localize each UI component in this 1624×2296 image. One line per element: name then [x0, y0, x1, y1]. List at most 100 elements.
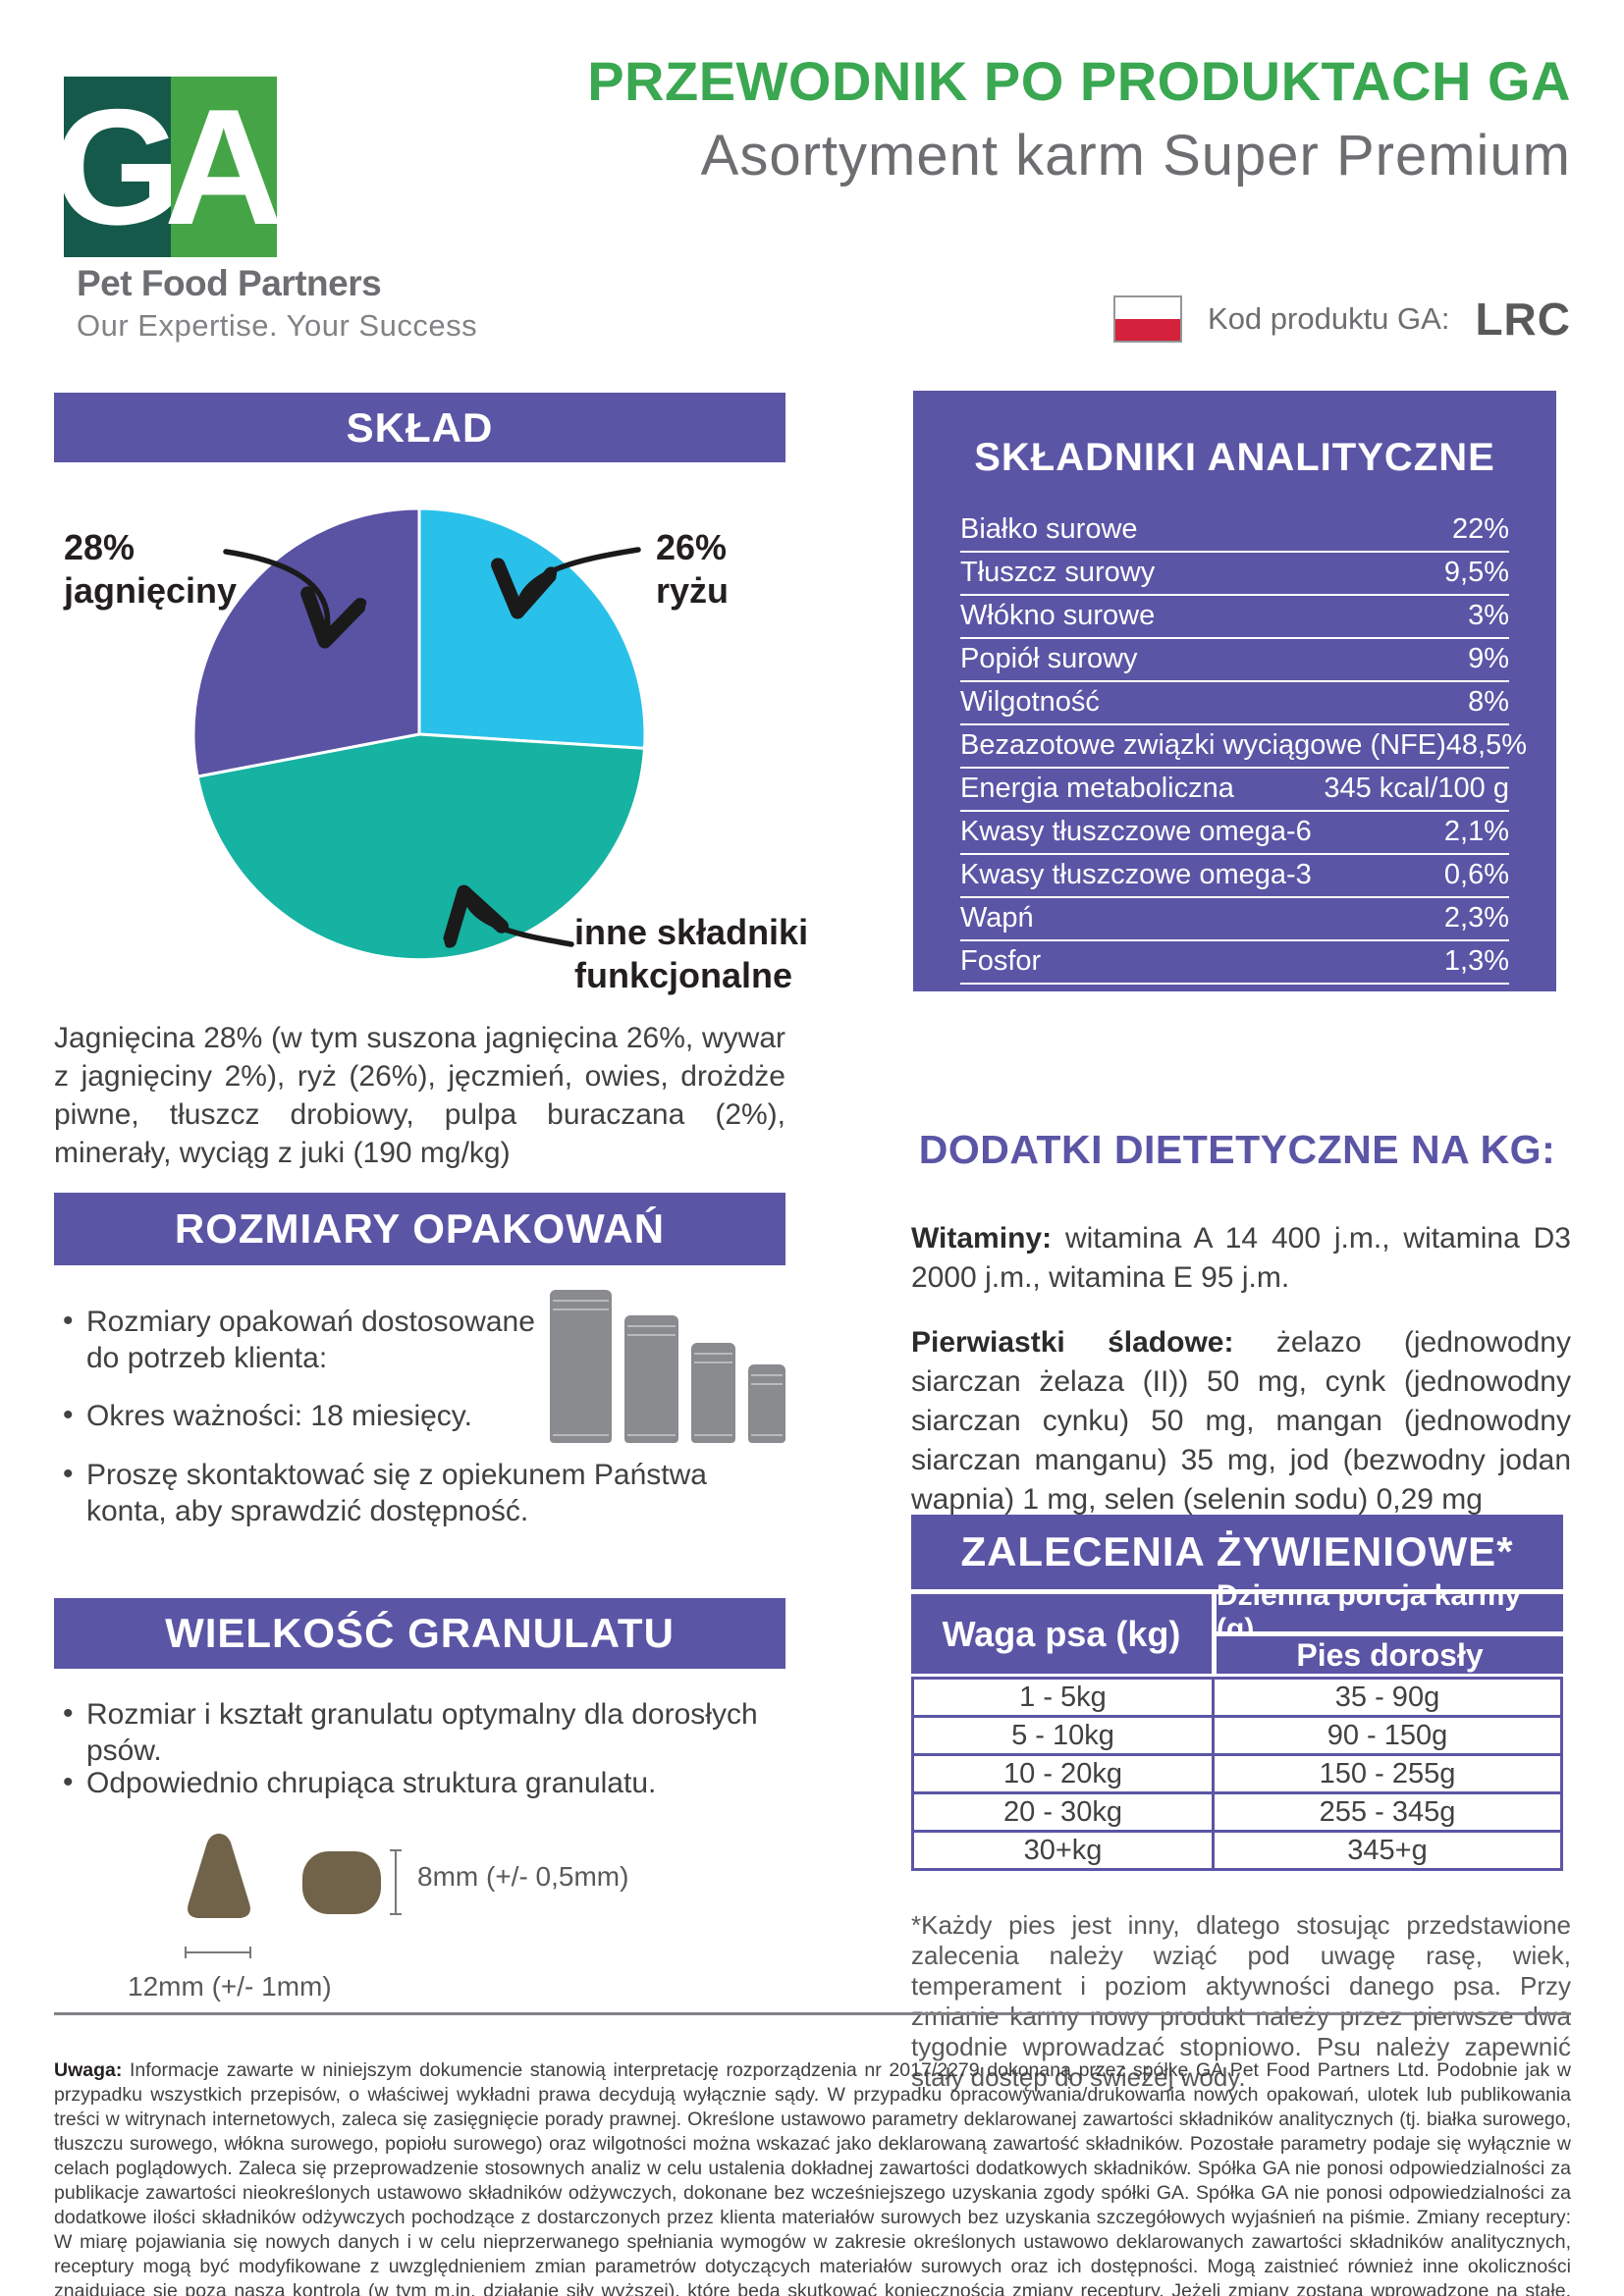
poland-flag-icon [1113, 295, 1183, 343]
trace-elements-paragraph: Pierwiastki śladowe: żelazo (jednowodny … [911, 1323, 1571, 1520]
footer-divider [54, 2012, 1571, 2015]
bag-icon-small [690, 1343, 736, 1443]
logo-letter-g: G [64, 77, 182, 257]
flag-white-stripe [1115, 297, 1181, 319]
analytical-row-value: 3% [1468, 600, 1509, 631]
analytical-row: Tłuszcz surowy 9,5% [960, 553, 1509, 596]
feeding-portion-cell: 90 - 150g [1326, 1720, 1448, 1751]
width-dimension-line [185, 1947, 251, 1958]
packaging-bullet-1: Rozmiary opakowań dostosowane do potrzeb… [61, 1303, 556, 1376]
kibble-bullet-1: Rozmiar i kształt granulatu optymalny dl… [61, 1695, 813, 1769]
feeding-footnote: *Każdy pies jest inny, dlatego stosując … [911, 1910, 1571, 2092]
ga-logo-right: A [164, 77, 277, 257]
legal-text: Informacje zawarte w niniejszym dokumenc… [54, 2058, 1571, 2296]
analytical-row-label: Kwasy tłuszczowe omega-6 [960, 816, 1312, 847]
analytical-row-value: 9% [1468, 643, 1509, 674]
pie-annotation-arrows [223, 547, 641, 1013]
vitamins-paragraph: Witaminy: witamina A 14 400 j.m., witami… [911, 1219, 1571, 1298]
feeding-col-portion: Dzienna porcja karmy (g) [1217, 1579, 1563, 1645]
feeding-table-body: 1 - 5kg 35 - 90g 5 - 10kg 90 - 150g 10 -… [911, 1677, 1563, 1871]
package-bags-graphic [550, 1286, 785, 1443]
feeding-table-header: Waga psa (kg) Dzienna porcja karmy (g) P… [911, 1579, 1563, 1674]
trace-elements-label: Pierwiastki śladowe: [911, 1326, 1234, 1359]
analytical-row-label: Wilgotność [960, 686, 1100, 718]
kibble-oval-icon [302, 1851, 381, 1914]
bag-icon-large [550, 1290, 612, 1443]
feeding-table-row: 20 - 30kg 255 - 345g [914, 1791, 1560, 1830]
analytical-row: Energia metaboliczna 345 kcal/100 g [960, 769, 1509, 812]
analytical-row-label: Popiół surowy [960, 643, 1138, 674]
analytical-table: Białko surowe 22% Tłuszcz surowy 9,5% Wł… [960, 509, 1527, 985]
feeding-weight-cell: 20 - 30kg [914, 1794, 1215, 1830]
analytical-row: Popiół surowy 9% [960, 639, 1509, 682]
bag-icon-mini [748, 1364, 785, 1443]
analytical-row: Włókno surowe 3% [960, 596, 1509, 639]
section-heading-sklad: SKŁAD [54, 393, 785, 462]
analytical-row-label: Tłuszcz surowy [960, 557, 1156, 588]
analytical-row-label: Wapń [960, 902, 1034, 934]
feeding-portion-cell: 345+g [1347, 1835, 1428, 1866]
analytical-row: Wapń 2,3% [960, 898, 1509, 941]
analytical-panel: SKŁADNIKI ANALITYCZNE Białko surowe 22% … [913, 391, 1556, 991]
feeding-portion-cell: 150 - 255g [1319, 1758, 1456, 1789]
arrow-to-lamb-slice [223, 549, 328, 636]
analytical-row-label: Bezazotowe związki wyciągowe (NFE) [960, 729, 1446, 761]
product-code-row: Kod produktu GA: LRC [1113, 293, 1571, 346]
flag-red-stripe [1115, 319, 1181, 341]
analytical-row-value: 48,5% [1445, 729, 1528, 761]
packaging-bullet-2: Okres ważności: 18 miesięcy. [61, 1397, 695, 1434]
ga-logo: G A [64, 77, 277, 257]
section-heading-rozmiary: ROZMIARY OPAKOWAŃ [54, 1193, 785, 1265]
analytical-row-value: 8% [1468, 686, 1509, 718]
analytical-row-value: 345 kcal/100 g [1324, 773, 1509, 804]
analytical-row: Białko surowe 22% [960, 509, 1509, 553]
analytical-row: Kwasy tłuszczowe omega-6 2,1% [960, 812, 1509, 855]
brand-tagline: Our Expertise. Your Success [77, 308, 478, 343]
vitamins-label: Witaminy: [911, 1222, 1053, 1255]
product-code-label: Kod produktu GA: [1208, 301, 1450, 336]
analytical-row-value: 0,6% [1443, 859, 1509, 890]
pie-label-lamb-pct: 28% [64, 527, 135, 567]
header-titles: PRZEWODNIK PO PRODUKTACH GA Asortyment k… [471, 49, 1571, 188]
feeding-col-subheader: Pies dorosły [1217, 1636, 1563, 1674]
feeding-table-row: 30+kg 345+g [914, 1830, 1560, 1868]
logo-letter-a: A [164, 77, 277, 257]
pie-label-rice-pct: 26% [656, 527, 728, 567]
analytical-row-label: Energia metaboliczna [960, 773, 1234, 804]
kibble-bullet-2: Odpowiednio chrupiąca struktura granulat… [61, 1764, 813, 1801]
legal-label: Uwaga: [54, 2058, 123, 2081]
analytical-row-label: Włókno surowe [960, 600, 1156, 631]
page-subtitle: Asortyment karm Super Premium [700, 124, 1571, 187]
legal-disclaimer: Uwaga: Informacje zawarte w niniejszym d… [54, 2058, 1571, 2296]
feeding-weight-cell: 5 - 10kg [914, 1718, 1215, 1753]
analytical-row-value: 22% [1451, 513, 1509, 545]
kibble-width-label: 12mm (+/- 1mm) [128, 1971, 332, 2002]
section-heading-granulat: WIELKOŚĆ GRANULATU [54, 1598, 785, 1669]
arrow-to-other-slice [465, 897, 574, 944]
page-title: PRZEWODNIK PO PRODUKTACH GA [587, 50, 1571, 112]
trace-elements-text: żelazo (jednowodny siarczan żelaza (II))… [911, 1326, 1571, 1516]
feeding-table-row: 5 - 10kg 90 - 150g [914, 1715, 1560, 1753]
analytical-row-label: Fosfor [960, 945, 1042, 977]
feeding-weight-cell: 30+kg [914, 1833, 1215, 1868]
brand-name: Pet Food Partners [77, 263, 382, 303]
arrow-to-rice-slice [518, 547, 641, 607]
pie-slice-other [195, 732, 646, 962]
analytical-row-label: Kwasy tłuszczowe omega-3 [960, 859, 1312, 890]
ingredients-paragraph: Jagnięcina 28% (w tym suszona jagnięcina… [54, 1022, 785, 1169]
additives-heading: DODATKI DIETETYCZNE NA KG: [918, 1127, 1556, 1172]
ga-logo-left: G [64, 77, 182, 257]
kibble-height-label: 8mm (+/- 0,5mm) [417, 1861, 629, 1892]
analytical-row: Bezazotowe związki wyciągowe (NFE) 48,5% [960, 725, 1527, 769]
analytical-row: Kwasy tłuszczowe omega-3 0,6% [960, 855, 1509, 898]
analytical-row-label: Białko surowe [960, 513, 1138, 545]
composition-pie-chart [191, 507, 647, 962]
pie-label-lamb-name: jagnięciny [64, 570, 238, 611]
pie-label-lamb: 28% jagnięciny [64, 526, 237, 613]
pie-label-rice: 26% ryżu [656, 526, 729, 613]
feeding-weight-cell: 10 - 20kg [914, 1756, 1215, 1791]
analytical-row: Fosfor 1,3% [960, 941, 1509, 985]
product-code-value: LRC [1475, 294, 1571, 345]
analytical-heading: SKŁADNIKI ANALITYCZNE [974, 436, 1495, 479]
